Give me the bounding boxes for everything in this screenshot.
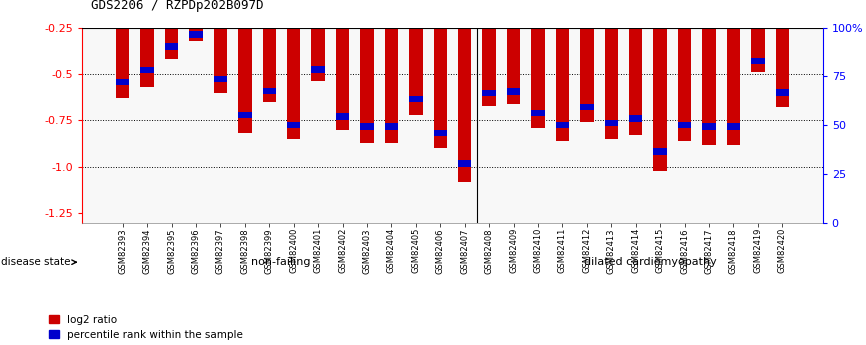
Bar [629,0,643,135]
Bar [214,76,227,82]
Bar [458,0,471,182]
Bar [409,0,423,115]
Bar [556,122,569,128]
Bar [140,67,154,73]
Bar [190,0,203,41]
Bar [312,0,325,81]
Bar [434,130,447,137]
Bar [238,0,251,134]
Bar [727,123,740,130]
Bar [214,0,227,92]
Bar [776,0,789,107]
Bar [654,0,667,170]
Bar [702,123,715,130]
Text: non-failing: non-failing [251,257,310,267]
Bar [482,90,496,96]
Bar [287,0,301,139]
Bar [604,120,618,127]
Bar [531,110,545,116]
Bar [531,0,545,128]
Bar [751,58,765,65]
Bar [140,0,154,87]
Bar [385,123,398,130]
Bar [629,115,643,121]
Bar [336,0,349,130]
Legend: log2 ratio, percentile rank within the sample: log2 ratio, percentile rank within the s… [48,315,243,340]
Bar [580,0,593,122]
Bar [507,88,520,95]
Bar [116,79,129,85]
Text: disease state: disease state [1,257,70,267]
Bar [262,0,276,102]
Bar [482,0,496,106]
Bar [190,31,203,38]
Bar [751,0,765,72]
Bar [776,89,789,96]
Bar [385,0,398,143]
Bar [165,0,178,59]
Bar [312,66,325,73]
Bar [165,43,178,50]
Bar [507,0,520,104]
Bar [360,123,374,130]
Bar [604,0,618,139]
Bar [458,160,471,167]
Bar [238,112,251,118]
Bar [287,121,301,128]
Bar [262,88,276,94]
Bar [727,0,740,145]
Bar [409,96,423,102]
Bar [678,0,691,141]
Bar [556,0,569,141]
Bar [360,0,374,143]
Text: GDS2206 / RZPDp202B097D: GDS2206 / RZPDp202B097D [91,0,263,12]
Bar [580,104,593,110]
Bar [654,148,667,155]
Bar [336,113,349,120]
Text: dilated cardiomyopathy: dilated cardiomyopathy [585,257,717,267]
Bar [702,0,715,145]
Bar [116,0,129,98]
Bar [434,0,447,148]
Bar [678,122,691,128]
